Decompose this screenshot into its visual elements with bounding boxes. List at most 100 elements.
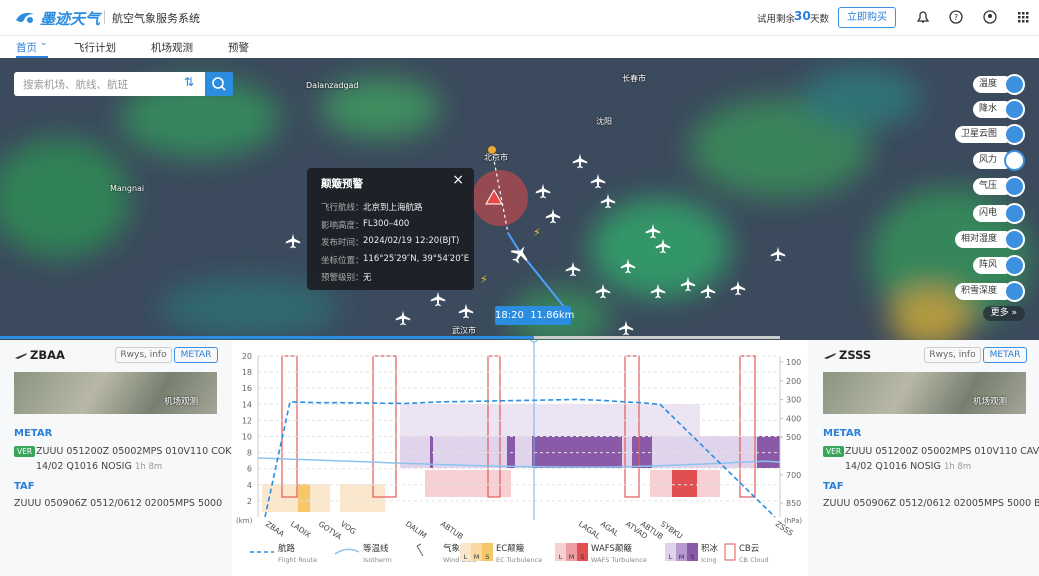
legend-name: CB云 — [739, 544, 760, 554]
weather-block — [298, 484, 310, 512]
map-place: 武汉市 — [452, 326, 476, 335]
logo-icon — [16, 12, 34, 23]
more-layers[interactable]: 更多 » — [982, 306, 1025, 321]
legend-swatch — [416, 543, 424, 557]
route-tooltip: 18:20 11.86km — [495, 306, 574, 325]
taf-text: ZUUU 050906Z 0512/0612 02005MPS 5000 BR — [823, 498, 1039, 509]
nav-item[interactable]: 飞行计划 — [74, 42, 116, 54]
popup-label: 飞行航线： — [321, 203, 364, 213]
close-button[interactable]: × — [452, 172, 464, 188]
y-tick-label: 20 — [242, 352, 252, 361]
bell-icon[interactable] — [916, 11, 930, 23]
svg-text:?: ? — [954, 13, 958, 22]
nav-item[interactable]: 首页 — [16, 42, 37, 54]
metar-button[interactable]: METAR — [983, 347, 1027, 363]
help-icon[interactable] — [949, 10, 963, 24]
route-profile: 2 4 6 8 10 12 14 16 18 20 (km) 100 200 300 400 500 700 85… — [232, 340, 808, 576]
metar-text: 14/02 Q1016 NOSIG — [845, 461, 941, 472]
weather-block — [632, 436, 652, 468]
weather-block — [757, 436, 780, 468]
layer-icon[interactable] — [1004, 99, 1025, 120]
legend-level: L — [669, 553, 673, 561]
metar-title: METAR — [14, 428, 53, 439]
weather-block — [425, 470, 511, 497]
layer-label[interactable]: 温度 — [972, 76, 1013, 93]
metar-button[interactable]: METAR — [174, 347, 218, 363]
y2-tick-label: 500 — [786, 433, 801, 442]
legend-swatch — [555, 543, 566, 561]
layer-icon[interactable] — [1004, 176, 1025, 197]
photo-link[interactable]: 机场观测 — [164, 397, 199, 407]
user-icon[interactable] — [983, 10, 997, 24]
swap-icon[interactable]: ⇅ — [184, 75, 195, 89]
metar-title: METAR — [823, 428, 862, 439]
layer-icon[interactable] — [1004, 124, 1025, 145]
nav-item[interactable]: 机场观测 — [151, 42, 193, 54]
legend-level: L — [559, 553, 563, 561]
legend-name: 等温线 — [363, 543, 389, 554]
legend-en: WAFS Turbulence — [591, 556, 647, 564]
layer-icon[interactable] — [1004, 203, 1025, 224]
layer-icon[interactable] — [1004, 150, 1025, 171]
legend-swatch — [665, 543, 676, 561]
legend-en: Wind Barb — [443, 556, 477, 564]
trial-label: 试用剩余 — [757, 14, 796, 25]
nav-item[interactable]: 预警 — [228, 42, 249, 54]
ver-badge: VER — [823, 446, 845, 457]
legend-level: L — [464, 553, 468, 561]
y2-tick-label: 400 — [786, 414, 801, 423]
header: 墨迹天气 航空气象服务系统 试用剩余 30 天数 立即购买 ? — [0, 0, 1039, 36]
y-tick-label: 18 — [242, 368, 252, 377]
y-tick-label: 6 — [247, 465, 252, 474]
divider — [104, 10, 105, 24]
layer-label[interactable]: 相对湿度 — [954, 231, 1013, 248]
svg-text:⚡: ⚡ — [480, 273, 488, 286]
legend-level: M — [569, 553, 575, 561]
info-button[interactable]: Rwys, info — [924, 347, 981, 363]
apps-icon[interactable] — [1018, 12, 1029, 23]
map-place: 北京市 — [484, 153, 508, 162]
layer-label[interactable]: 卫星云图 — [954, 126, 1013, 143]
header-icons: ? — [916, 10, 1029, 24]
layer-label[interactable]: 降水 — [972, 101, 1013, 118]
plane-icon — [15, 353, 27, 359]
legend-swatch — [471, 543, 482, 561]
layer-label[interactable]: 气压 — [972, 178, 1013, 195]
product-name: 航空气象服务系统 — [112, 12, 200, 25]
taf-title: TAF — [823, 481, 844, 492]
layer-label[interactable]: 阵风 — [972, 257, 1013, 274]
airport-card: ZBAA Rwys, info METAR 机场观测 METAR VER ZUUU 0512… — [14, 340, 232, 576]
taf-text: ZUUU 050906Z 0512/0612 02005MPS 5000 — [14, 498, 223, 509]
svg-text:⚡: ⚡ — [533, 226, 541, 239]
legend-level: M — [679, 553, 685, 561]
airport-card: ZSSS Rwys, info METAR 机场观测 METAR VER ZUUU 0512… — [823, 340, 1039, 576]
layer-label[interactable]: 积雪深度 — [954, 283, 1013, 300]
legend-swatch — [334, 548, 360, 555]
layer-label[interactable]: 闪电 — [972, 205, 1013, 222]
trial-unit: 天数 — [810, 14, 830, 25]
search-button[interactable] — [205, 72, 233, 96]
info-button[interactable]: Rwys, info — [115, 347, 172, 363]
layer-icon[interactable] — [1004, 74, 1025, 95]
layer-label[interactable]: 风力 — [972, 152, 1013, 169]
search-box[interactable]: 搜索机场、航线、航班 ⇅ — [14, 72, 205, 96]
buy-button[interactable]: 立即购买 — [838, 7, 896, 28]
search-placeholder[interactable]: 搜索机场、航线、航班 — [23, 79, 128, 91]
popup-value: 北京到上海航路 — [363, 203, 423, 213]
metar-text: 14/02 Q1016 NOSIG — [36, 461, 132, 472]
photo-link[interactable]: 机场观测 — [973, 397, 1008, 407]
isotherm — [257, 457, 781, 468]
more-label[interactable]: 更多 — [990, 308, 1009, 318]
layer-icon[interactable] — [1004, 281, 1025, 302]
popup-value: FL300–400 — [363, 218, 410, 229]
weather-map[interactable]: ⚡⚡ — [0, 58, 1039, 340]
legend-en: Isotherm — [363, 556, 392, 564]
legend-swatch — [687, 543, 698, 561]
layer-icon[interactable] — [1004, 255, 1025, 276]
layer-icon[interactable] — [1004, 229, 1025, 250]
airport-code: ZSSS — [839, 348, 872, 362]
legend-swatch — [676, 543, 687, 561]
metar-age: – 1h 8m — [128, 462, 163, 472]
y-tick-label: 14 — [242, 400, 252, 409]
